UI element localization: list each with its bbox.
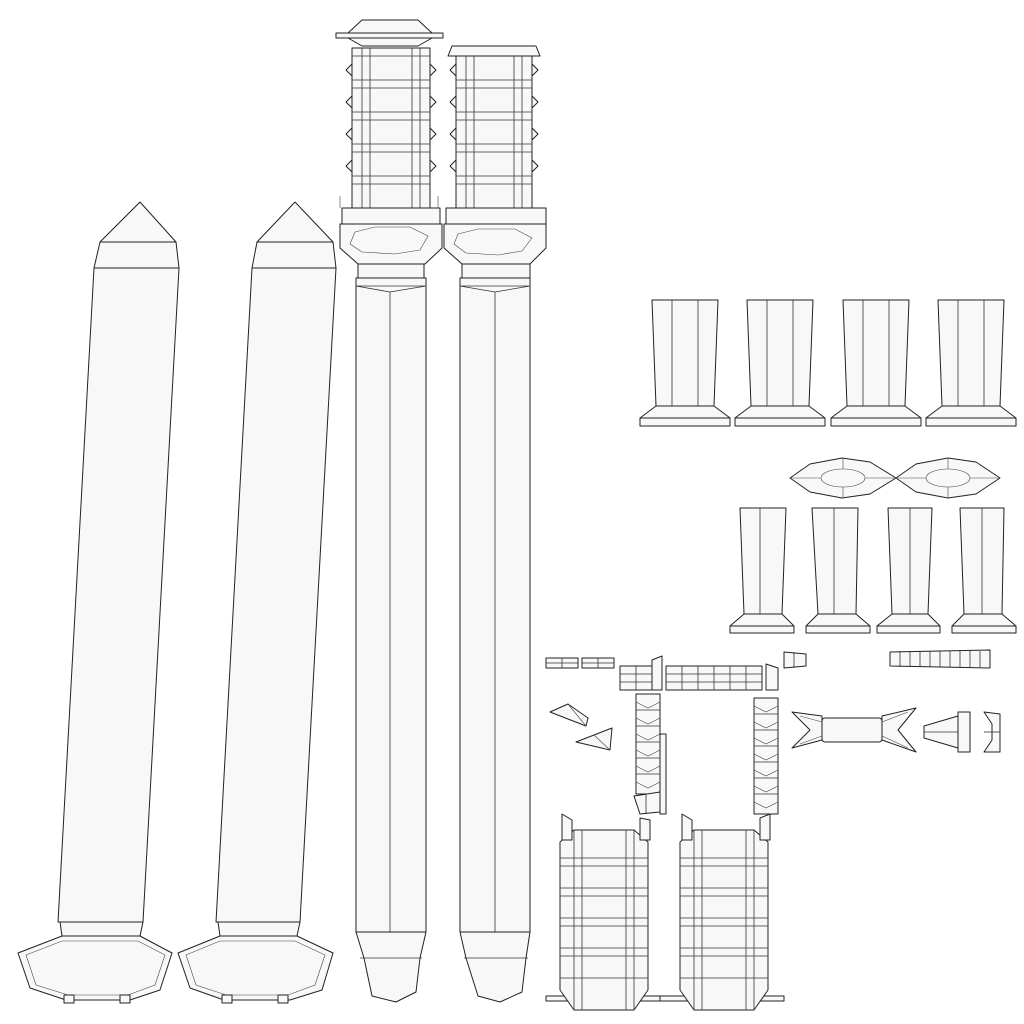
center-column-2 [443,45,547,1003]
octagon-pieces [789,457,1001,499]
pedestal-pieces-top [639,299,1017,427]
left-pillar-2 [177,201,337,1004]
pedestal-pieces-bottom [729,507,1017,634]
center-column-1 [335,19,444,1003]
bottom-column-sections [545,813,785,1011]
small-pieces [545,649,1001,815]
left-pillar-1 [17,201,180,1004]
